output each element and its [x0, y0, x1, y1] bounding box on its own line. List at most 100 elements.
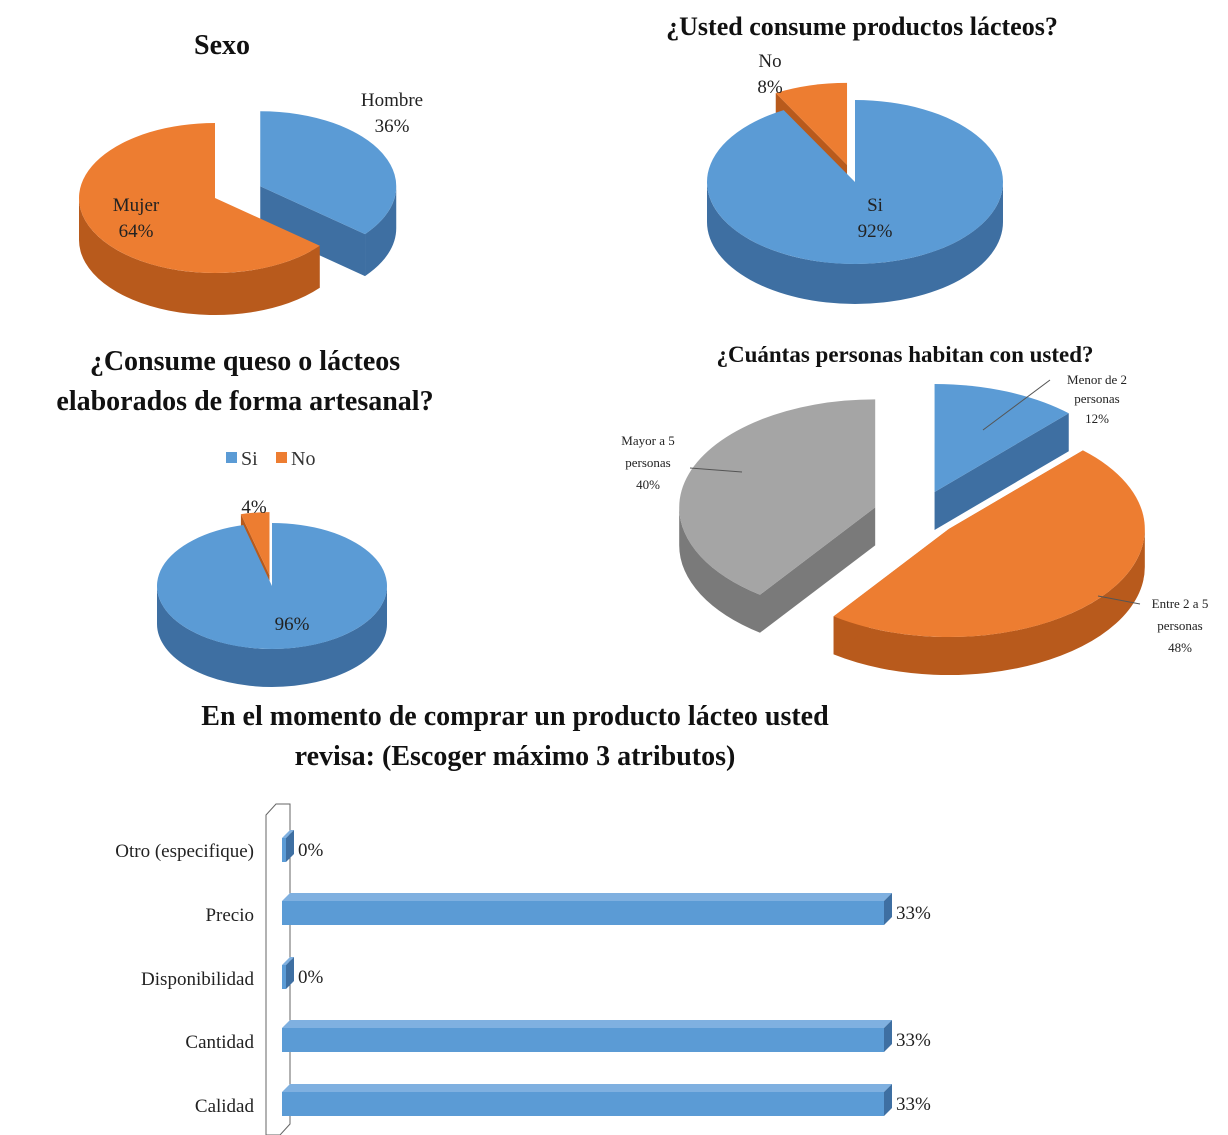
- chart-title: Sexo: [194, 30, 250, 61]
- bar: [282, 838, 286, 862]
- pie-slice: [156, 523, 387, 650]
- pie-slice-side: [679, 507, 760, 633]
- chart-title: ¿Usted consume productos lácteos?: [666, 12, 1058, 41]
- pie-slice: [79, 123, 320, 273]
- pie-slice: [260, 111, 397, 235]
- pie-slice-cut: [260, 186, 366, 277]
- slice-label: Si: [867, 195, 883, 216]
- bar-side: [286, 830, 294, 862]
- bar-value-label: 0%: [298, 840, 324, 861]
- legend-swatch-no: [276, 452, 287, 463]
- chart-title: ¿Cuántas personas habitan con usted?: [716, 342, 1093, 367]
- slice-value: 12%: [1085, 411, 1109, 426]
- slice-label-line-2: personas: [625, 455, 671, 470]
- bar-chart-atributos: En el momento de comprar un producto lác…: [115, 701, 931, 1135]
- bar-side: [884, 1020, 892, 1052]
- pie-slice-side: [365, 186, 397, 277]
- chart-title-line-1: En el momento de comprar un producto lác…: [201, 701, 829, 732]
- pie-slices: [78, 111, 397, 315]
- bar: [282, 1092, 884, 1116]
- slice-value: 8%: [757, 77, 783, 98]
- leader-line-menor: [982, 379, 1051, 431]
- category-label: Cantidad: [185, 1032, 254, 1053]
- pie-slices: [706, 82, 1003, 304]
- bar-value-label: 33%: [896, 1030, 931, 1051]
- category-label: Precio: [205, 905, 254, 926]
- slice-label-line-1: Entre 2 a 5: [1152, 596, 1209, 611]
- category-labels: Otro (especifique) Precio Disponibilidad…: [115, 841, 254, 1117]
- slice-value: 64%: [119, 221, 154, 242]
- chart-title-line-2: revisa: (Escoger máximo 3 atributos): [295, 741, 736, 772]
- slice-value: 48%: [1168, 640, 1192, 655]
- pie-chart-personas: ¿Cuántas personas habitan con usted? Men…: [621, 342, 1209, 676]
- bar-top: [282, 893, 892, 901]
- legend-label-si: Si: [241, 448, 258, 470]
- data-label-si: Si 92%: [858, 195, 893, 242]
- data-label-mayor: Mayor a 5 personas 40%: [621, 433, 674, 492]
- slice-value: 92%: [858, 221, 893, 242]
- leader-line-entre: [1097, 595, 1141, 605]
- slice-label: No: [758, 51, 781, 72]
- pie-slices: [156, 512, 387, 687]
- category-label: Otro (especifique): [115, 841, 254, 862]
- pie-slice-side: [157, 586, 387, 687]
- bar: [282, 1028, 884, 1052]
- pie-slices: [679, 383, 1145, 676]
- slice-value: 36%: [375, 116, 410, 137]
- pie-slice-cut: [934, 413, 1069, 530]
- data-label-entre: Entre 2 a 5 personas 48%: [1152, 596, 1209, 655]
- pie-slice-cut: [759, 507, 876, 633]
- slice-value-no: 4%: [241, 497, 267, 518]
- pie-slice: [775, 82, 848, 165]
- slice-label-line-1: Menor de 2: [1067, 372, 1127, 387]
- bar-top: [282, 1020, 892, 1028]
- pie-slice: [679, 399, 876, 595]
- category-axis-wall: [265, 803, 291, 1135]
- leader-line-mayor: [689, 467, 743, 473]
- category-label: Disponibilidad: [141, 969, 254, 990]
- slice-label-line-2: personas: [1157, 618, 1203, 633]
- data-label-mujer: Mujer 64%: [113, 195, 160, 242]
- pie-chart-sexo: Sexo Hombre 36% Mujer 64%: [78, 30, 423, 315]
- category-label: Calidad: [195, 1096, 255, 1117]
- slice-value-si: 96%: [275, 614, 310, 635]
- pie-chart-consume-lacteos: ¿Usted consume productos lácteos? No 8% …: [666, 12, 1058, 304]
- pie-slice: [240, 512, 270, 576]
- axis-wall: [265, 803, 291, 1135]
- slice-label-line-1: Mayor a 5: [621, 433, 674, 448]
- bar-top: [282, 1084, 892, 1092]
- pie-slice-side: [78, 198, 320, 315]
- legend-label-no: No: [291, 448, 315, 470]
- chart-title-line-1: ¿Consume queso o lácteos: [90, 346, 400, 377]
- bar-side: [286, 957, 294, 989]
- slice-label: Mujer: [113, 195, 160, 216]
- pie-slice: [706, 100, 1003, 264]
- legend: Si No: [226, 448, 315, 470]
- pie-chart-queso-artesanal: ¿Consume queso o lácteos elaborados de f…: [56, 346, 434, 687]
- data-label-no: No 8%: [757, 51, 783, 98]
- bar-top: [282, 957, 294, 965]
- slice-label: Hombre: [361, 90, 423, 111]
- pie-slice: [934, 383, 1069, 492]
- slice-label-line-2: personas: [1074, 391, 1120, 406]
- bar: [282, 901, 884, 925]
- bar-value-label: 33%: [896, 903, 931, 924]
- legend-swatch-si: [226, 452, 237, 463]
- chart-title-line-2: elaborados de forma artesanal?: [56, 386, 433, 417]
- bar: [282, 965, 286, 989]
- bar-value-label: 33%: [896, 1094, 931, 1115]
- pie-slice-side: [833, 529, 1145, 676]
- bar-side: [884, 893, 892, 925]
- leader-lines: [689, 379, 1141, 605]
- data-label-hombre: Hombre 36%: [361, 90, 423, 137]
- pie-slice: [833, 450, 1145, 638]
- bar-value-labels: 0% 33% 0% 33% 33%: [298, 840, 931, 1115]
- pie-slice-side: [707, 182, 1003, 304]
- bar-top: [282, 830, 294, 838]
- bar-value-label: 0%: [298, 967, 324, 988]
- bars: [282, 830, 892, 1116]
- slice-value: 40%: [636, 477, 660, 492]
- bar-side: [884, 1084, 892, 1116]
- data-label-menor: Menor de 2 personas 12%: [1067, 372, 1127, 426]
